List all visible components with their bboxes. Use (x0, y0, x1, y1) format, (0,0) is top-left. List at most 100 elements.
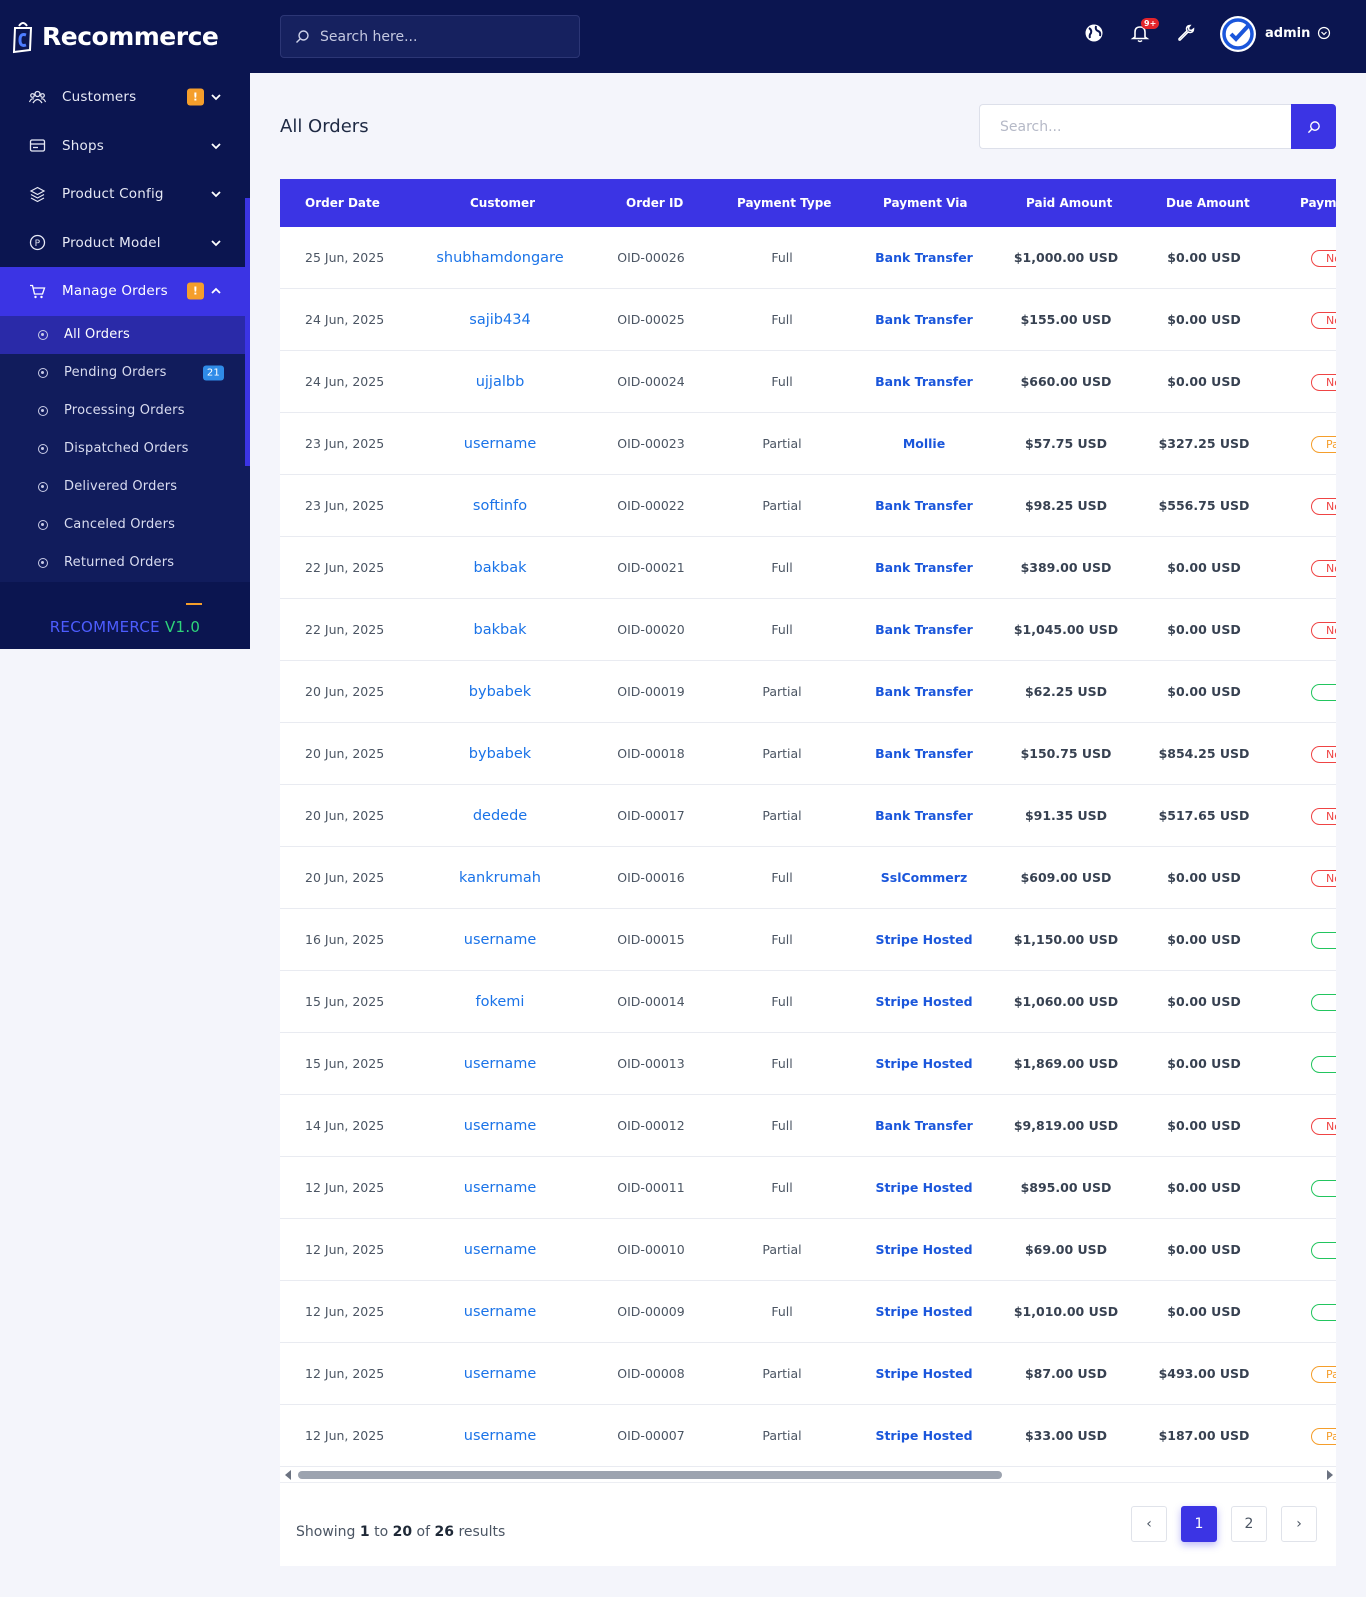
cell-customer[interactable]: shubhamdongare (436, 250, 564, 266)
cell-customer[interactable]: ujjalbb (475, 374, 525, 390)
pagination-page-2[interactable]: 2 (1231, 1506, 1267, 1542)
summary-prefix: Showing (296, 1524, 356, 1540)
brand[interactable]: Recommerce (0, 0, 250, 73)
table-row[interactable]: 20 Jun, 2025 bybabek OID-00019 Partial Bank … (280, 661, 1336, 723)
column-header-payment-status[interactable]: Paym (1300, 196, 1336, 210)
submenu-item-pending-orders[interactable]: Pending Orders 21 (0, 354, 250, 392)
table-row[interactable]: 14 Jun, 2025 username OID-00012 Full Bank Tr… (280, 1095, 1336, 1157)
submenu-item-delivered-orders[interactable]: Delivered Orders (0, 468, 250, 506)
global-search-input[interactable] (320, 28, 560, 45)
table-row[interactable]: 20 Jun, 2025 bybabek OID-00018 Partial Bank … (280, 723, 1336, 785)
global-search[interactable] (280, 15, 580, 58)
pagination-next-button[interactable]: › (1281, 1506, 1317, 1542)
table-row[interactable]: 23 Jun, 2025 softinfo OID-00022 Partial Bank… (280, 475, 1336, 537)
cell-due-amount: $0.00 USD (1167, 250, 1241, 265)
cell-customer[interactable]: username (463, 436, 537, 452)
table-row[interactable]: 20 Jun, 2025 dedede OID-00017 Partial Bank T… (280, 785, 1336, 847)
cell-customer[interactable]: kankrumah (459, 870, 541, 886)
submenu-item-canceled-orders[interactable]: Canceled Orders (0, 506, 250, 544)
cell-customer[interactable]: bakbak (473, 622, 527, 638)
cell-order-date: 16 Jun, 2025 (305, 932, 385, 947)
sidebar-scrollbar[interactable] (245, 198, 250, 466)
cell-customer[interactable]: username (463, 1056, 537, 1072)
cell-paid-amount: $155.00 USD (1020, 312, 1112, 327)
scroll-right-icon[interactable] (1327, 1470, 1333, 1480)
sidebar-item-label: Customers (62, 89, 137, 106)
table-row[interactable]: 25 Jun, 2025 shubhamdongare OID-00026 Full B… (280, 227, 1336, 289)
chevron-down-circle-icon[interactable] (1317, 26, 1331, 40)
pagination-page-1[interactable]: 1 (1181, 1506, 1217, 1542)
column-header-order-id[interactable]: Order ID (626, 196, 684, 210)
version-name: RECOMMERCE (49, 618, 160, 636)
table-row[interactable]: 12 Jun, 2025 username OID-00011 Full Stripe … (280, 1157, 1336, 1219)
cell-customer[interactable]: username (463, 1118, 537, 1134)
avatar[interactable] (1220, 16, 1256, 52)
sidebar-nav: Customers ! Shops Product Config P Produ… (0, 73, 250, 582)
table-row[interactable]: 22 Jun, 2025 bakbak OID-00020 Full Bank Tran… (280, 599, 1336, 661)
language-button[interactable] (1083, 22, 1105, 44)
cell-customer[interactable]: username (463, 1304, 537, 1320)
column-header-payment-type[interactable]: Payment Type (737, 196, 832, 210)
table-row[interactable]: 12 Jun, 2025 username OID-00007 Partial Stri… (280, 1405, 1336, 1467)
cell-paid-amount: $1,000.00 USD (1013, 250, 1119, 265)
cell-paid-amount: $609.00 USD (1020, 870, 1112, 885)
table-row[interactable]: 15 Jun, 2025 fokemi OID-00014 Full Stripe Ho… (280, 971, 1336, 1033)
sidebar-item-customers[interactable]: Customers ! (0, 73, 250, 122)
column-header-payment-via[interactable]: Payment Via (883, 196, 968, 210)
cell-due-amount: $0.00 USD (1167, 684, 1241, 699)
cell-customer[interactable]: username (463, 932, 537, 948)
column-header-order-date[interactable]: Order Date (305, 196, 380, 210)
table-row[interactable]: 12 Jun, 2025 username OID-00008 Partial Stri… (280, 1343, 1336, 1405)
table-row[interactable]: 24 Jun, 2025 ujjalbb OID-00024 Full Bank Tra… (280, 351, 1336, 413)
scrollbar-thumb[interactable] (298, 1471, 1002, 1479)
cell-payment-via: Bank Transfer (875, 312, 973, 327)
table-row[interactable]: 22 Jun, 2025 bakbak OID-00021 Full Bank Tran… (280, 537, 1336, 599)
cell-customer[interactable]: username (463, 1366, 537, 1382)
table-row[interactable]: 15 Jun, 2025 username OID-00013 Full Stripe … (280, 1033, 1336, 1095)
settings-button[interactable] (1175, 22, 1197, 44)
sidebar-item-product-model[interactable]: P Product Model (0, 219, 250, 268)
sidebar-item-shops[interactable]: Shops (0, 122, 250, 171)
sidebar-item-manage-orders[interactable]: Manage Orders ! (0, 267, 250, 316)
column-header-customer[interactable]: Customer (470, 196, 536, 210)
orders-search-input[interactable] (979, 104, 1291, 149)
table-row[interactable]: 24 Jun, 2025 sajib434 OID-00025 Full Bank Tr… (280, 289, 1336, 351)
notifications-button[interactable]: 9+ (1129, 18, 1160, 44)
sidebar-item-product-config[interactable]: Product Config (0, 170, 250, 219)
cell-customer[interactable]: bakbak (473, 560, 527, 576)
submenu-item-returned-orders[interactable]: Returned Orders (0, 544, 250, 582)
table-row[interactable]: 20 Jun, 2025 kankrumah OID-00016 Full SslCom… (280, 847, 1336, 909)
column-header-paid-amount[interactable]: Paid Amount (1026, 196, 1113, 210)
horizontal-scrollbar[interactable] (280, 1468, 1336, 1482)
table-row[interactable]: 12 Jun, 2025 username OID-00010 Partial Stri… (280, 1219, 1336, 1281)
cell-payment-type: Full (771, 374, 793, 389)
table-row[interactable]: 16 Jun, 2025 username OID-00015 Full Stripe … (280, 909, 1336, 971)
cell-customer[interactable]: fokemi (475, 994, 525, 1010)
cell-customer[interactable]: softinfo (472, 498, 528, 514)
column-header-due-amount[interactable]: Due Amount (1166, 196, 1250, 210)
cell-payment-type: Full (771, 1056, 793, 1071)
cell-due-amount: $0.00 USD (1167, 1056, 1241, 1071)
orders-search-button[interactable] (1291, 104, 1336, 149)
cell-order-date: 12 Jun, 2025 (305, 1304, 385, 1319)
scroll-left-icon[interactable] (285, 1470, 291, 1480)
user-name[interactable]: admin (1265, 26, 1311, 41)
cell-customer[interactable]: bybabek (468, 746, 532, 762)
cell-customer[interactable]: username (463, 1428, 537, 1444)
cell-due-amount: $0.00 USD (1167, 1118, 1241, 1133)
cell-paid-amount: $33.00 USD (1024, 1428, 1108, 1443)
table-row[interactable]: 23 Jun, 2025 username OID-00023 Partial Moll… (280, 413, 1336, 475)
submenu-item-processing-orders[interactable]: Processing Orders (0, 392, 250, 430)
submenu-item-label: Returned Orders (64, 555, 175, 570)
submenu-item-dispatched-orders[interactable]: Dispatched Orders (0, 430, 250, 468)
submenu-item-all-orders[interactable]: All Orders (0, 315, 250, 354)
cell-customer[interactable]: bybabek (468, 684, 532, 700)
cell-order-date: 22 Jun, 2025 (305, 622, 385, 637)
cell-order-id: OID-00016 (617, 870, 685, 885)
cell-customer[interactable]: dedede (472, 808, 528, 824)
cell-customer[interactable]: username (463, 1242, 537, 1258)
cell-customer[interactable]: username (463, 1180, 537, 1196)
pagination-prev-button[interactable]: ‹ (1131, 1506, 1167, 1542)
table-row[interactable]: 12 Jun, 2025 username OID-00009 Full Stripe … (280, 1281, 1336, 1343)
cell-customer[interactable]: sajib434 (469, 312, 531, 328)
